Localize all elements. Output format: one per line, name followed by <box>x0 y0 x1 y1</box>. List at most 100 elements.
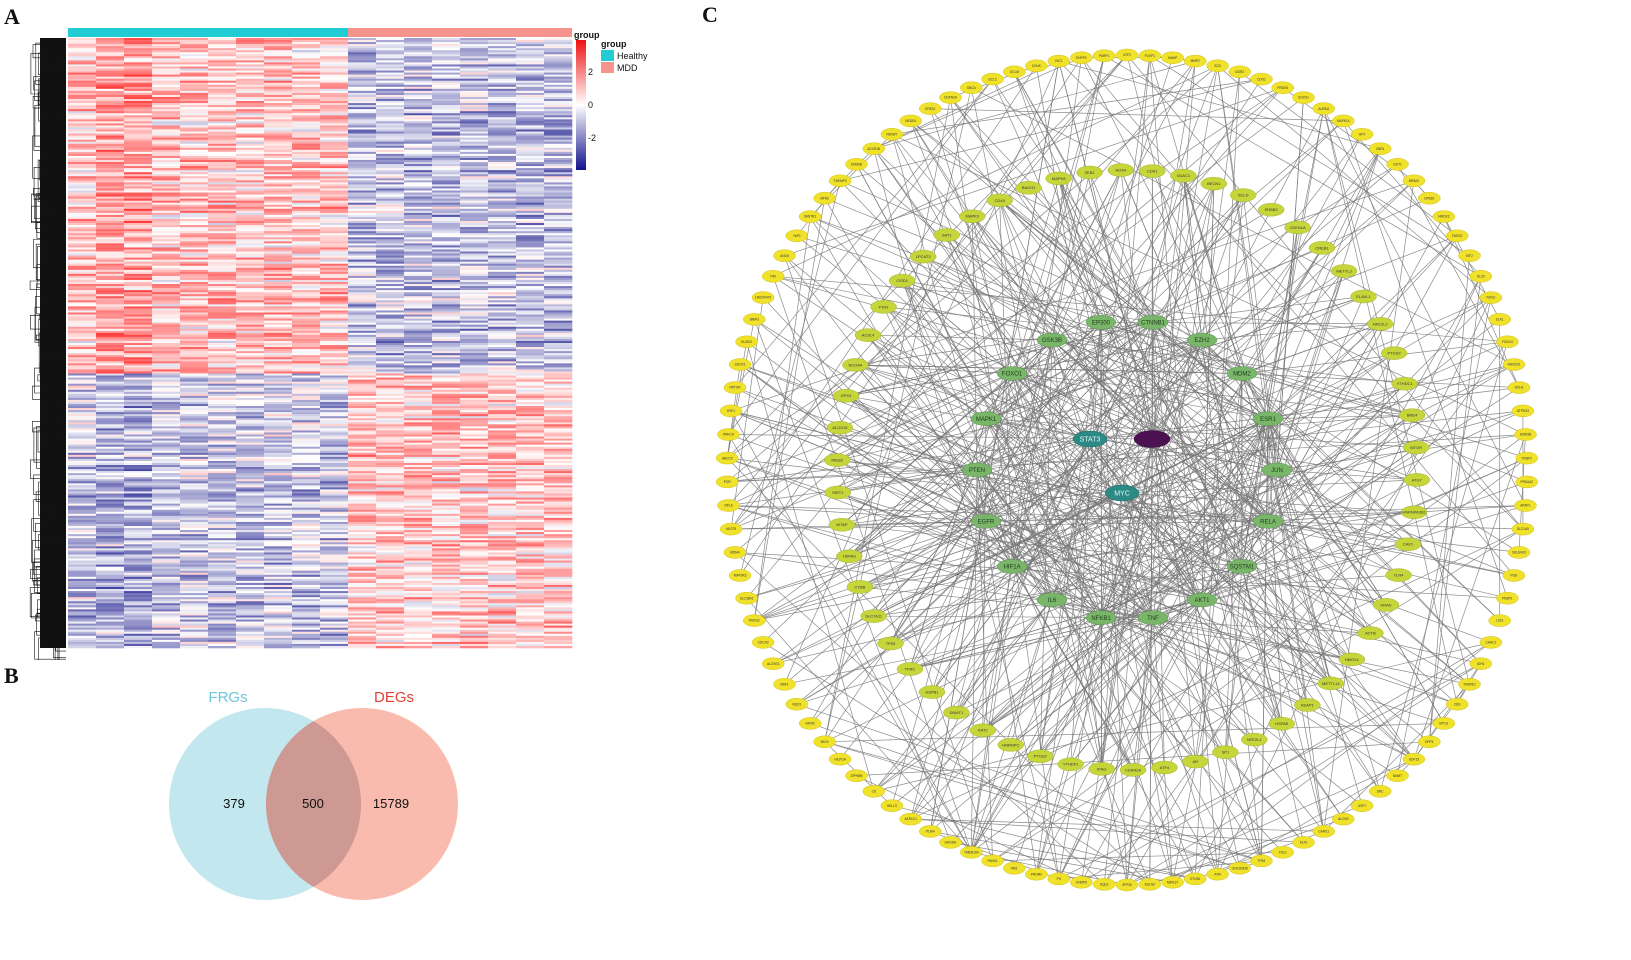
heatmap-cell <box>124 271 153 275</box>
heatmap-cell <box>96 318 125 321</box>
heatmap-cell <box>320 308 349 311</box>
heatmap-cell <box>208 568 237 572</box>
heatmap-cell <box>488 426 517 429</box>
heatmap-cell <box>544 532 573 535</box>
heatmap-cell <box>544 115 573 118</box>
heatmap-cell <box>68 312 97 315</box>
heatmap-cell <box>404 440 433 443</box>
heatmap-cell <box>292 375 321 378</box>
heatmap-cell <box>180 125 209 128</box>
heatmap-cell <box>124 519 153 523</box>
heatmap-cell <box>460 558 489 561</box>
heatmap-cell <box>376 233 405 236</box>
heatmap-cell <box>404 229 433 232</box>
heatmap-cell <box>544 534 573 537</box>
heatmap-cell <box>320 570 349 574</box>
heatmap-cell <box>488 491 517 494</box>
heatmap-cell <box>68 245 97 248</box>
heatmap-cell <box>432 491 461 494</box>
heatmap-cell <box>488 530 517 533</box>
heatmap-cell <box>236 241 265 244</box>
heatmap-cell <box>264 471 293 474</box>
heatmap-cell <box>152 363 181 366</box>
heatmap-cell <box>376 395 405 399</box>
heatmap-cell <box>488 178 517 181</box>
heatmap-cell <box>544 72 573 75</box>
heatmap-cell <box>68 180 97 183</box>
heatmap-cell <box>208 564 237 567</box>
heatmap-cell <box>96 505 125 508</box>
heatmap-cell <box>152 155 181 159</box>
heatmap-cell <box>180 214 209 218</box>
heatmap-cell <box>488 379 517 382</box>
heatmap-cell <box>488 225 517 228</box>
heatmap-cell <box>152 395 181 399</box>
heatmap-cell <box>124 448 153 452</box>
heatmap-cell <box>432 218 461 222</box>
heatmap-cell <box>348 523 377 527</box>
heatmap-cell <box>488 306 517 309</box>
heatmap-cell <box>292 149 321 153</box>
heatmap-cell <box>460 389 489 393</box>
heatmap-cell <box>96 418 125 421</box>
heatmap-cell <box>180 430 209 433</box>
heatmap-cell <box>376 410 405 413</box>
heatmap-cell <box>124 507 153 511</box>
heatmap-cell <box>180 328 209 332</box>
heatmap-cell <box>152 72 181 75</box>
heatmap-cell <box>488 74 517 77</box>
heatmap-cell <box>544 172 573 175</box>
heatmap-cell <box>488 357 517 360</box>
heatmap-cell <box>488 440 517 443</box>
heatmap-cell <box>460 241 489 244</box>
heatmap-cell <box>264 526 293 529</box>
heatmap-cell <box>404 294 433 297</box>
heatmap-cell <box>68 479 97 482</box>
heatmap-cell <box>348 174 377 177</box>
heatmap-cell <box>348 420 377 423</box>
heatmap-cell <box>124 157 153 161</box>
heatmap-cell <box>348 367 377 370</box>
heatmap-cell <box>264 237 293 240</box>
heatmap-cell <box>544 48 573 51</box>
row-dendrogram <box>29 38 66 660</box>
heatmap-cell <box>348 436 377 439</box>
heatmap-cell <box>96 454 125 458</box>
heatmap-cell <box>208 530 237 533</box>
heatmap-cell <box>236 526 265 529</box>
heatmap-cell <box>348 330 377 334</box>
heatmap-cell <box>460 412 489 415</box>
heatmap-cell <box>404 86 433 90</box>
heatmap-cell <box>152 131 181 134</box>
heatmap-cell <box>180 568 209 572</box>
heatmap-cell <box>180 477 209 480</box>
heatmap-cell <box>460 436 489 439</box>
heatmap-cell <box>376 365 405 368</box>
heatmap-cell <box>516 452 545 456</box>
heatmap-cell <box>124 308 153 311</box>
heatmap-cell <box>124 355 153 358</box>
heatmap-cell <box>236 96 265 100</box>
heatmap-cell <box>152 375 181 378</box>
heatmap-cell <box>292 316 321 319</box>
heatmap-cell <box>320 149 349 153</box>
heatmap-cell <box>152 546 181 549</box>
heatmap-cell <box>124 532 153 535</box>
heatmap-cell <box>348 192 377 195</box>
heatmap-cell <box>460 359 489 362</box>
heatmap-cell <box>96 570 125 574</box>
heatmap-cell <box>516 454 545 458</box>
heatmap-cell <box>96 239 125 242</box>
heatmap-cell <box>180 345 209 348</box>
heatmap-cell <box>460 462 489 466</box>
heatmap-cell <box>208 416 237 419</box>
heatmap-cell <box>124 178 153 181</box>
heatmap-cell <box>96 489 125 492</box>
heatmap-cell <box>544 296 573 299</box>
heatmap-cell <box>544 548 573 551</box>
heatmap-cell <box>96 399 125 403</box>
heatmap-cell <box>292 377 321 380</box>
heatmap-cell <box>516 206 545 210</box>
heatmap-cell <box>124 210 153 214</box>
heatmap-cell <box>264 485 293 488</box>
